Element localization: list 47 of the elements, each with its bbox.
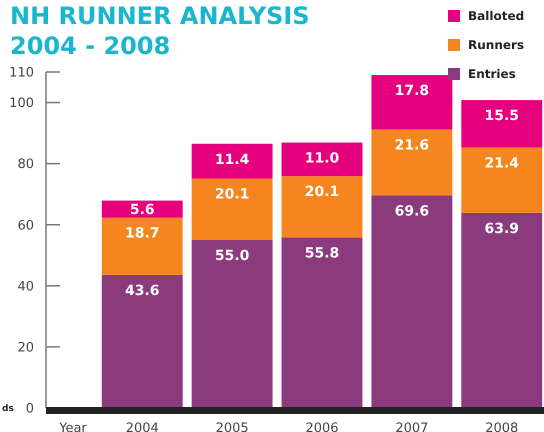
bar — [371, 75, 452, 130]
data-label: 63.9 — [484, 220, 520, 237]
y-tick-label: 110 — [9, 66, 34, 81]
data-label: 55.0 — [214, 248, 250, 264]
data-label: 15.5 — [484, 108, 520, 124]
legend-label: Balloted — [468, 9, 524, 24]
data-label: 20.1 — [214, 186, 250, 203]
y-tick-label: 20 — [17, 340, 34, 356]
y-tick-label: 40 — [17, 279, 34, 294]
bar — [461, 100, 542, 148]
x-tick-label: 2008 — [485, 421, 518, 432]
y-axis-title: ds — [2, 404, 14, 414]
data-label: 69.6 — [394, 203, 430, 220]
y-tick-label: 80 — [17, 157, 34, 172]
bar — [282, 142, 362, 176]
y-tick-label: 100 — [9, 96, 34, 112]
bar — [371, 195, 452, 408]
y-tick-label: 0 — [26, 402, 34, 417]
x-tick-label: 2006 — [305, 421, 339, 432]
x-tick-label: 2005 — [216, 421, 249, 432]
data-label: 17.8 — [394, 83, 430, 100]
legend-label: Entries — [468, 67, 516, 82]
bar — [102, 218, 183, 275]
data-label: 55.8 — [304, 246, 340, 262]
bar — [461, 147, 542, 213]
x-axis-title: Year — [58, 421, 88, 432]
data-label: 5.6 — [130, 202, 155, 218]
bar — [282, 176, 362, 238]
bar — [102, 274, 183, 408]
data-label: 21.4 — [484, 155, 520, 172]
x-tick-label: 2004 — [126, 421, 159, 432]
bar — [282, 238, 362, 408]
chart-title: NH RUNNER ANALYSIS 2004 - 2008 — [10, 2, 310, 60]
bar — [461, 212, 542, 408]
legend-label: Runners — [468, 38, 524, 52]
data-label: 11.0 — [304, 150, 340, 167]
bar — [192, 178, 273, 240]
data-label: 43.6 — [124, 282, 160, 299]
y-tick-label: 60 — [17, 218, 34, 234]
bar — [192, 240, 273, 408]
x-tick-label: 2007 — [395, 421, 428, 432]
bar — [371, 129, 452, 196]
data-label: 18.7 — [124, 226, 160, 242]
bar — [192, 144, 273, 179]
data-label: 21.6 — [394, 137, 430, 154]
data-label: 11.4 — [214, 152, 250, 168]
data-label: 20.1 — [304, 184, 340, 200]
